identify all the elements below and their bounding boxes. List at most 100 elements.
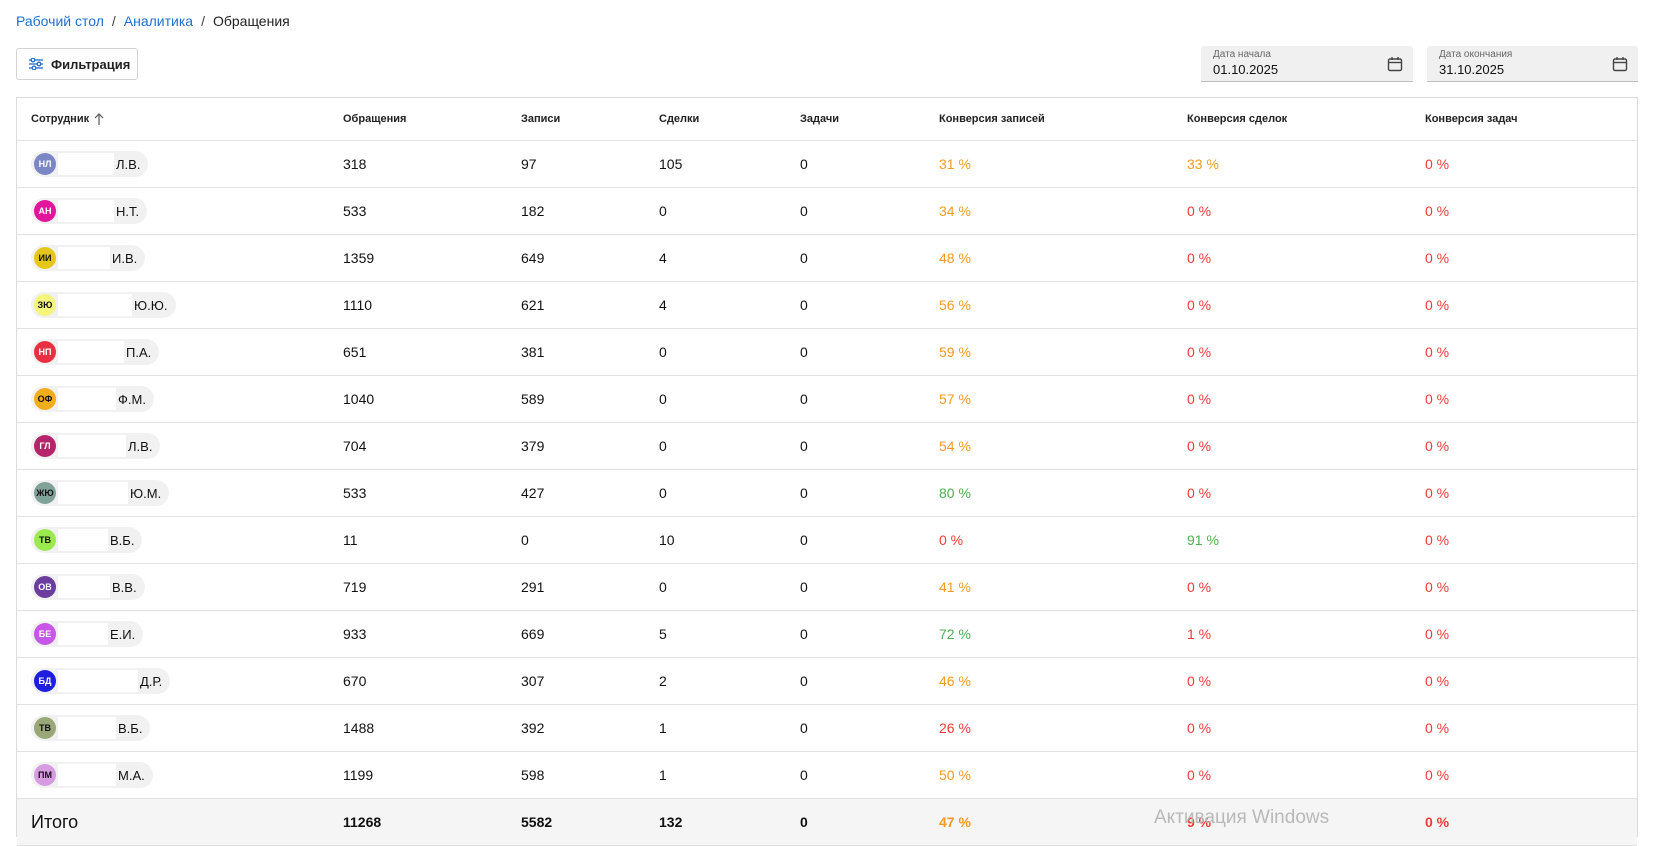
deals-cell: 0 <box>659 344 667 360</box>
date-end-value[interactable]: 31.10.2025 <box>1439 62 1505 77</box>
total-conv-records: 47 % <box>939 814 971 830</box>
employee-cell: АН Н.Т. <box>31 188 148 234</box>
employee-cell: ОВ В.В. <box>31 564 145 610</box>
table-row[interactable]: ПМ М.А. 1199 598 1 0 50 % 0 % 0 % <box>17 752 1637 799</box>
header-employee-label: Сотрудник <box>31 113 90 125</box>
header-conv-tasks[interactable]: Конверсия задач <box>1425 113 1518 125</box>
conv-tasks-cell: 0 % <box>1425 156 1450 172</box>
table-row[interactable]: ОФ Ф.М. 1040 589 0 0 57 % 0 % 0 % <box>17 376 1637 423</box>
conv-records-cell: 50 % <box>939 767 971 783</box>
employee-chip[interactable]: ГЛ Л.В. <box>31 433 161 459</box>
employee-chip[interactable]: ТВ В.Б. <box>31 715 151 741</box>
date-end-label: Дата окончания <box>1439 49 1513 60</box>
date-end-field[interactable]: Дата окончания 31.10.2025 <box>1427 46 1638 82</box>
employee-chip[interactable]: ОВ В.В. <box>31 574 145 600</box>
employee-chip[interactable]: ИИ И.В. <box>31 245 146 271</box>
breadcrumb-home-link[interactable]: Рабочий стол <box>16 13 104 29</box>
calendar-icon[interactable] <box>1612 56 1628 72</box>
breadcrumb-separator: / <box>111 13 116 29</box>
employee-chip[interactable]: БЕ Е.И. <box>31 621 144 647</box>
header-requests[interactable]: Обращения <box>343 113 407 125</box>
employee-chip[interactable]: НЛ Л.В. <box>31 151 149 177</box>
avatar: БЕ <box>34 623 56 645</box>
table-row[interactable]: ЖЮ Ю.М. 533 427 0 0 80 % 0 % 0 % <box>17 470 1637 517</box>
table-row[interactable]: БД Д.Р. 670 307 2 0 46 % 0 % 0 % <box>17 658 1637 705</box>
avatar: ЖЮ <box>34 482 56 504</box>
conv-deals-cell: 0 % <box>1187 297 1212 313</box>
requests-cell: 1110 <box>343 297 373 313</box>
deals-cell: 105 <box>659 156 683 172</box>
table-row[interactable]: НП П.А. 651 381 0 0 59 % 0 % 0 % <box>17 329 1637 376</box>
redacted-name <box>58 435 126 457</box>
table-row[interactable]: ГЛ Л.В. 704 379 0 0 54 % 0 % 0 % <box>17 423 1637 470</box>
avatar: НЛ <box>34 153 56 175</box>
tasks-cell: 0 <box>800 532 808 548</box>
header-employee[interactable]: Сотрудник <box>31 98 105 140</box>
employee-name: Н.Т. <box>116 203 140 219</box>
date-start-label: Дата начала <box>1213 49 1271 60</box>
conv-records-cell: 41 % <box>939 579 971 595</box>
records-cell: 649 <box>521 250 545 266</box>
employee-chip[interactable]: ПМ М.А. <box>31 762 153 788</box>
employee-chip[interactable]: ЗЮ Ю.Ю. <box>31 292 176 318</box>
employee-cell: ОФ Ф.М. <box>31 376 154 422</box>
employee-chip[interactable]: ОФ Ф.М. <box>31 386 154 412</box>
requests-cell: 11 <box>343 532 358 548</box>
deals-cell: 0 <box>659 438 667 454</box>
header-records[interactable]: Записи <box>521 113 561 125</box>
employee-chip[interactable]: БД Д.Р. <box>31 668 171 694</box>
redacted-name <box>58 482 128 504</box>
filter-button-label: Фильтрация <box>51 56 131 72</box>
requests-cell: 1488 <box>343 720 375 736</box>
redacted-name <box>58 341 124 363</box>
conv-records-cell: 0 % <box>939 532 964 548</box>
header-tasks[interactable]: Задачи <box>800 113 839 125</box>
date-start-value[interactable]: 01.10.2025 <box>1213 62 1279 77</box>
breadcrumb: Рабочий стол / Аналитика / Обращения <box>16 13 290 29</box>
conv-tasks-cell: 0 % <box>1425 344 1450 360</box>
records-cell: 621 <box>521 297 545 313</box>
conv-tasks-cell: 0 % <box>1425 485 1450 501</box>
employee-chip[interactable]: НП П.А. <box>31 339 160 365</box>
table-row[interactable]: ТВ В.Б. 11 0 10 0 0 % 91 % 0 % <box>17 517 1637 564</box>
tasks-cell: 0 <box>800 250 808 266</box>
conv-deals-cell: 0 % <box>1187 720 1212 736</box>
table-row[interactable]: БЕ Е.И. 933 669 5 0 72 % 1 % 0 % <box>17 611 1637 658</box>
employee-chip[interactable]: ТВ В.Б. <box>31 527 143 553</box>
deals-cell: 4 <box>659 250 667 266</box>
conv-records-cell: 48 % <box>939 250 971 266</box>
redacted-name <box>58 717 116 739</box>
conv-records-cell: 72 % <box>939 626 971 642</box>
avatar: АН <box>34 200 56 222</box>
employee-cell: БЕ Е.И. <box>31 611 144 657</box>
breadcrumb-analytics-link[interactable]: Аналитика <box>123 13 194 29</box>
header-conv-deals[interactable]: Конверсия сделок <box>1187 113 1288 125</box>
requests-cell: 318 <box>343 156 367 172</box>
conv-deals-cell: 0 % <box>1187 250 1212 266</box>
filter-button[interactable]: Фильтрация <box>16 48 138 80</box>
table-row[interactable]: ОВ В.В. 719 291 0 0 41 % 0 % 0 % <box>17 564 1637 611</box>
avatar: ЗЮ <box>34 294 56 316</box>
deals-cell: 4 <box>659 297 667 313</box>
tasks-cell: 0 <box>800 391 808 407</box>
conv-deals-cell: 33 % <box>1187 156 1219 172</box>
table-row[interactable]: ИИ И.В. 1359 649 4 0 48 % 0 % 0 % <box>17 235 1637 282</box>
table-row[interactable]: ТВ В.Б. 1488 392 1 0 26 % 0 % 0 % <box>17 705 1637 752</box>
date-start-field[interactable]: Дата начала 01.10.2025 <box>1201 46 1413 82</box>
table-row[interactable]: АН Н.Т. 533 182 0 0 34 % 0 % 0 % <box>17 188 1637 235</box>
requests-cell: 670 <box>343 673 367 689</box>
total-records: 5582 <box>521 814 553 830</box>
employee-chip[interactable]: АН Н.Т. <box>31 198 148 224</box>
table-row[interactable]: НЛ Л.В. 318 97 105 0 31 % 33 % 0 % <box>17 141 1637 188</box>
employee-chip[interactable]: ЖЮ Ю.М. <box>31 480 170 506</box>
employee-name: Ю.Ю. <box>134 297 168 313</box>
arrow-up-icon[interactable] <box>93 112 105 126</box>
conv-deals-cell: 0 % <box>1187 767 1212 783</box>
header-deals[interactable]: Сделки <box>659 113 700 125</box>
records-cell: 182 <box>521 203 545 219</box>
header-conv-records[interactable]: Конверсия записей <box>939 113 1045 125</box>
table-row[interactable]: ЗЮ Ю.Ю. 1110 621 4 0 56 % 0 % 0 % <box>17 282 1637 329</box>
table-header-row: Сотрудник Обращения Записи Сделки Задачи… <box>17 98 1637 141</box>
employee-name: Д.Р. <box>140 673 163 689</box>
calendar-icon[interactable] <box>1387 56 1403 72</box>
